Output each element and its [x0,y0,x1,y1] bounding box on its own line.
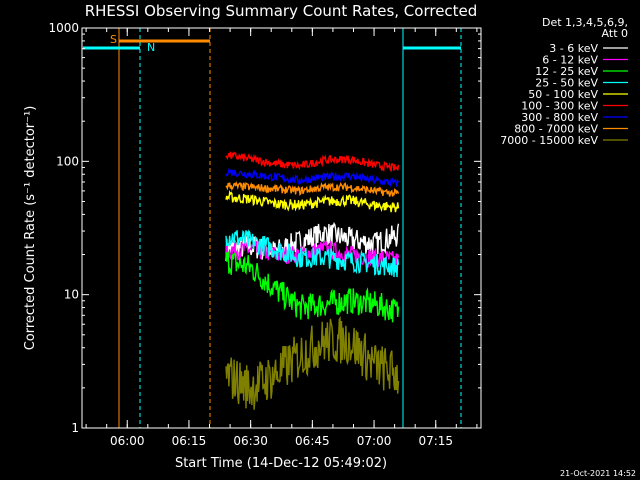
series-line-5 [225,151,400,173]
series-line-2 [225,251,400,323]
y-tick-label: 100 [56,154,79,168]
marker-label-n: N [147,41,155,54]
series-line-7 [225,180,400,197]
chart-title: RHESSI Observing Summary Count Rates, Co… [85,2,478,20]
x-tick-label: 07:15 [418,434,453,448]
legend-label: 12 - 25 keV [535,65,598,78]
series-line-8 [225,315,400,410]
y-axis-label: Corrected Count Rate (s⁻¹ detector⁻¹) [23,106,38,351]
legend-header-line: Det 1,3,4,5,6,9, [542,16,628,29]
legend-label: 3 - 6 keV [549,42,598,55]
y-tick-label: 1 [71,421,79,435]
legend-label: 6 - 12 keV [542,54,598,67]
x-tick-label: 06:45 [295,434,330,448]
series-line-6 [225,167,400,188]
x-tick-label: 07:00 [357,434,392,448]
y-tick-label: 1000 [48,21,79,35]
legend-header-line: Att 0 [602,27,628,40]
legend-label: 100 - 300 keV [521,100,598,113]
x-tick-label: 06:30 [233,434,268,448]
series-layer [225,151,400,410]
legend-label: 50 - 100 keV [528,88,598,101]
axis-ticks: 1 10 100 1000 06:00 06:15 06:30 06:45 07:00 07:15 [48,21,481,448]
series-line-3 [225,229,400,278]
legend-label: 800 - 7000 keV [514,123,598,136]
y-tick-label: 10 [64,288,79,302]
x-tick-label: 06:00 [110,434,145,448]
x-tick-label: 06:15 [172,434,207,448]
plot-frame [81,27,482,429]
legend-label: 300 - 800 keV [521,111,598,124]
observing-bands: SN [83,28,462,428]
series-line-4 [225,189,400,213]
legend-label: 7000 - 15000 keV [500,134,598,147]
footer-timestamp: 21-Oct-2021 14:52 [560,469,636,478]
marker-label-s: S [110,33,117,46]
x-axis-label: Start Time (14-Dec-12 05:49:02) [175,456,387,471]
legend-label: 25 - 50 keV [535,77,598,90]
